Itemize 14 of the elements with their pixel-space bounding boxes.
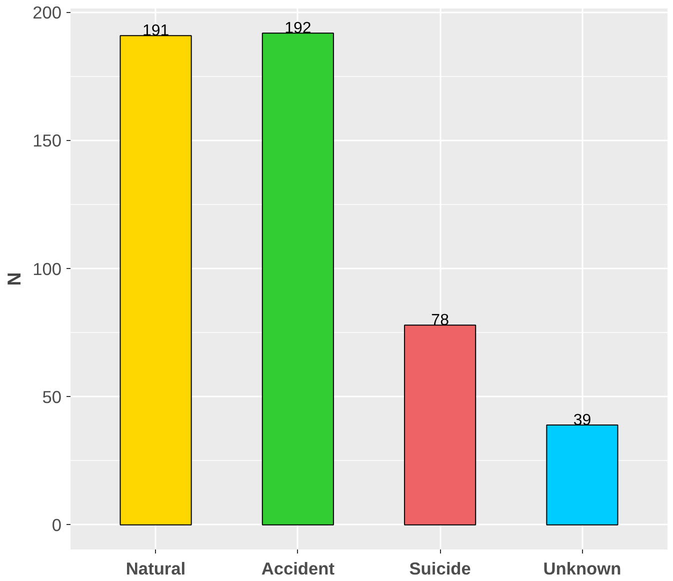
bar <box>546 424 618 526</box>
y-tick-label: 200 <box>32 2 62 23</box>
bar <box>120 35 192 526</box>
x-tick-label: Suicide <box>409 558 472 578</box>
y-tick-label: 150 <box>32 130 62 151</box>
x-tick-label: Natural <box>126 558 186 578</box>
x-tick-label: Unknown <box>543 558 622 578</box>
bar <box>262 32 334 526</box>
bar <box>404 324 476 526</box>
y-tick-label: 100 <box>32 258 62 279</box>
y-tick-label: 0 <box>52 514 62 535</box>
x-tick-label: Accident <box>261 558 335 578</box>
y-axis-title: N <box>4 272 25 286</box>
y-tick-label: 50 <box>42 386 62 407</box>
